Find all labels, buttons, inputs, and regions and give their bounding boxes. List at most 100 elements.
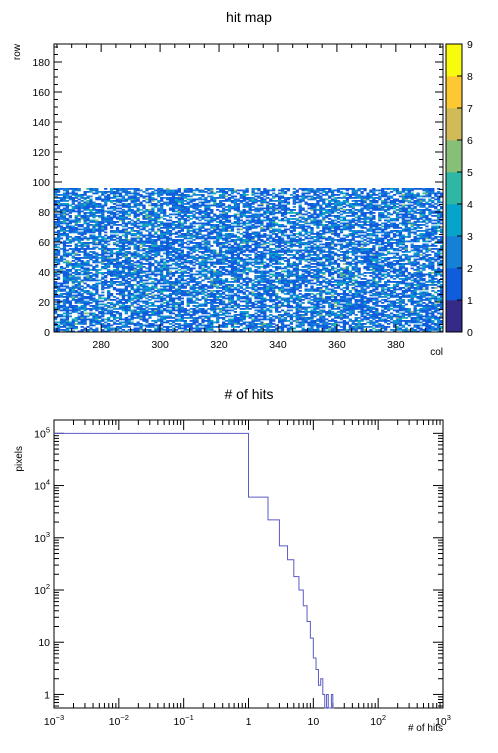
heat-cell	[201, 290, 205, 292]
heat-cell	[74, 296, 78, 298]
heat-cell	[245, 261, 249, 264]
heat-cell	[109, 293, 114, 295]
heat-cell	[269, 206, 273, 208]
heat-cell	[224, 312, 229, 315]
heat-cell	[77, 242, 81, 244]
heat-cell	[254, 246, 258, 249]
heat-cell	[104, 263, 108, 265]
heat-cell	[133, 197, 137, 199]
heat-cell	[136, 207, 140, 210]
heat-cell	[275, 242, 279, 244]
heat-cell	[275, 297, 279, 300]
heat-cell	[272, 300, 276, 303]
heat-cell	[195, 311, 199, 313]
heat-cell	[86, 219, 90, 222]
heat-cell	[165, 254, 170, 256]
heat-cell	[107, 323, 111, 325]
heat-cell	[163, 326, 167, 328]
heat-cell	[148, 296, 152, 298]
heat-cell	[109, 192, 114, 195]
heat-cell	[195, 330, 199, 333]
heat-cell	[71, 206, 75, 208]
heat-cell	[180, 266, 184, 268]
heat-cell	[242, 318, 246, 321]
heat-cell	[157, 239, 161, 241]
heat-cell	[245, 311, 249, 313]
heat-cell	[230, 197, 235, 199]
heat-cell	[83, 320, 87, 322]
heat-cell	[207, 231, 211, 234]
heat-cell	[277, 230, 282, 232]
heat-cell	[275, 329, 279, 331]
heat-cell	[186, 210, 190, 213]
heat-cell	[275, 299, 279, 301]
heat-cell	[168, 293, 173, 295]
heat-cell	[154, 260, 158, 262]
heat-cell	[189, 279, 193, 282]
heat-cell	[219, 282, 223, 285]
heat-cell	[115, 216, 120, 219]
heat-cell	[174, 288, 179, 291]
heat-cell	[121, 303, 126, 306]
heat-cell	[136, 294, 140, 297]
heat-cell	[242, 278, 246, 280]
heat-cell	[272, 330, 276, 333]
heat-cell	[101, 314, 105, 316]
heat-cell	[233, 320, 238, 322]
heat-cell	[165, 302, 170, 304]
heat-cell	[213, 251, 217, 253]
heat-cell	[216, 261, 220, 264]
heat-cell	[227, 237, 232, 240]
heat-cell	[77, 272, 81, 274]
heat-cell	[74, 305, 78, 307]
heat-cell	[216, 320, 220, 322]
heat-cell	[263, 248, 267, 250]
heat-cell	[83, 236, 87, 238]
heat-cell	[192, 216, 196, 219]
heat-cell	[230, 189, 235, 192]
heat-cell	[183, 210, 187, 213]
heat-cell	[177, 248, 182, 250]
heat-cell	[95, 252, 99, 255]
heat-cell	[266, 209, 270, 211]
heat-cell	[163, 317, 167, 319]
heat-cell	[224, 236, 229, 238]
heat-cell	[216, 306, 220, 309]
heat-cell	[133, 269, 137, 271]
heat-cell	[233, 216, 238, 219]
heat-cell	[236, 291, 240, 294]
heat-cell	[71, 291, 75, 294]
heat-cell	[101, 237, 105, 240]
heat-cell	[56, 239, 61, 241]
heat-cell	[65, 236, 70, 238]
heat-cell	[254, 216, 258, 219]
heat-cell	[245, 264, 249, 267]
heat-cell	[101, 257, 105, 259]
heat-cell	[230, 300, 235, 303]
heat-cell	[145, 188, 149, 190]
heat-cell	[192, 251, 196, 253]
heat-cell	[163, 212, 167, 214]
heat-cell	[101, 294, 105, 297]
heat-cell	[280, 233, 285, 235]
heat-cell	[133, 306, 137, 309]
heat-cell	[263, 300, 267, 303]
heat-cell	[54, 284, 58, 286]
heat-cell	[248, 261, 252, 264]
heat-cell	[207, 222, 211, 225]
heat-cell	[80, 195, 84, 198]
heat-cell	[198, 210, 202, 213]
heat-cell	[227, 209, 232, 211]
heat-cell	[204, 284, 208, 286]
heat-cell	[109, 260, 114, 262]
heat-cell	[230, 249, 235, 252]
heat-cell	[139, 318, 143, 321]
heat-cell	[145, 260, 149, 262]
heat-cell	[118, 218, 123, 220]
heat-cell	[183, 225, 187, 228]
heat-cell	[174, 249, 179, 252]
heat-cell	[275, 305, 279, 307]
heat-cell	[192, 264, 196, 267]
heat-cell	[210, 279, 214, 282]
heat-cell	[92, 216, 96, 219]
